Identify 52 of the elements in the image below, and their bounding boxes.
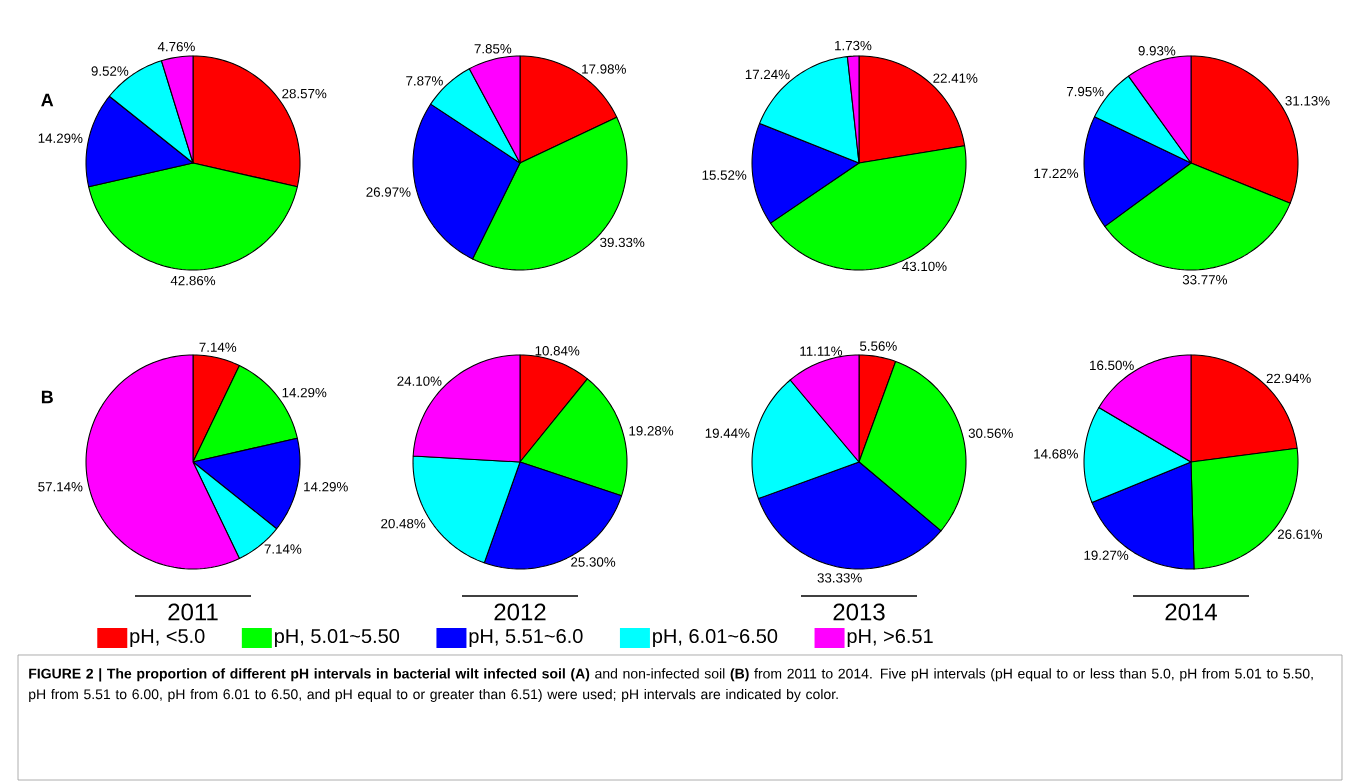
data-label: 26.61% <box>1277 529 1322 539</box>
data-label: 26.97% <box>366 187 411 197</box>
data-label: 7.87% <box>406 76 443 86</box>
data-label: 33.33% <box>817 573 862 583</box>
data-label: 9.52% <box>91 66 129 76</box>
data-label: 24.10% <box>397 376 442 386</box>
data-label: 15.52% <box>702 170 747 180</box>
data-label: 39.33% <box>600 237 645 248</box>
data-label: 22.94% <box>1266 373 1311 384</box>
data-label: 57.14% <box>38 482 83 492</box>
data-label: 33.77% <box>1182 275 1227 285</box>
data-label: 30.56% <box>968 428 1013 438</box>
data-label: 7.95% <box>1066 86 1104 97</box>
data-label: 4.76% <box>157 41 195 52</box>
legend-label: pH, 5.01~5.50 <box>275 628 400 648</box>
data-label: 25.30% <box>571 557 616 567</box>
data-label: 42.86% <box>170 275 216 286</box>
text: 2011 <box>168 603 218 621</box>
legend-label: pH, 6.01~6.50 <box>653 628 778 648</box>
data-label: 20.48% <box>381 518 426 529</box>
legend-label: pH, >6.51 <box>847 628 933 648</box>
data-label: 11.11% <box>800 346 843 356</box>
data-label: 19.27% <box>1084 550 1129 560</box>
data-label: 17.24% <box>745 69 790 80</box>
data-label: 14.68% <box>1034 449 1078 459</box>
data-label: 28.57% <box>282 88 327 99</box>
data-label: 17.98% <box>582 64 626 74</box>
text: 2012 <box>494 603 546 621</box>
text: FIGURE 2 | The proportion of different pH intervals in bacterial wilt infected soil (A) and non-infected soil (B) from 2011 to 2014. Five pH intervals (pH equal to or less than 5.0, pH from 5.01 to 5.50, pH from 5.51 to 6.00, pH from 6.01 to 6.50, and pH equal to or greater than 6.51) were used; pH intervals are indicated by color. <box>29 668 1313 702</box>
data-label: 14.29% <box>38 133 83 143</box>
data-label: 1.73% <box>835 40 872 51</box>
data-label: 22.41% <box>933 73 978 83</box>
text: 2013 <box>833 603 885 621</box>
data-label: 19.28% <box>629 426 674 436</box>
text: A <box>41 93 54 107</box>
data-label: 16.50% <box>1090 360 1134 371</box>
data-label: 14.29% <box>304 482 348 492</box>
text: B <box>41 390 53 404</box>
data-label: 5.56% <box>859 341 897 351</box>
data-label: 43.10% <box>902 261 947 272</box>
data-label: 31.13% <box>1285 96 1330 106</box>
data-label: 7.14% <box>264 544 302 554</box>
data-label: 10.84% <box>535 346 580 356</box>
legend-label: pH, 5.51~6.0 <box>469 628 583 648</box>
data-label: 14.29% <box>282 387 327 398</box>
data-label: 19.44% <box>705 428 750 438</box>
data-label: 7.14% <box>199 342 237 352</box>
data-label: 17.22% <box>1034 168 1079 179</box>
data-label: 7.85% <box>474 44 512 54</box>
legend-label: pH, <5.0 <box>130 628 205 648</box>
data-label: 9.93% <box>1138 46 1176 56</box>
text: 2014 <box>1165 603 1217 621</box>
